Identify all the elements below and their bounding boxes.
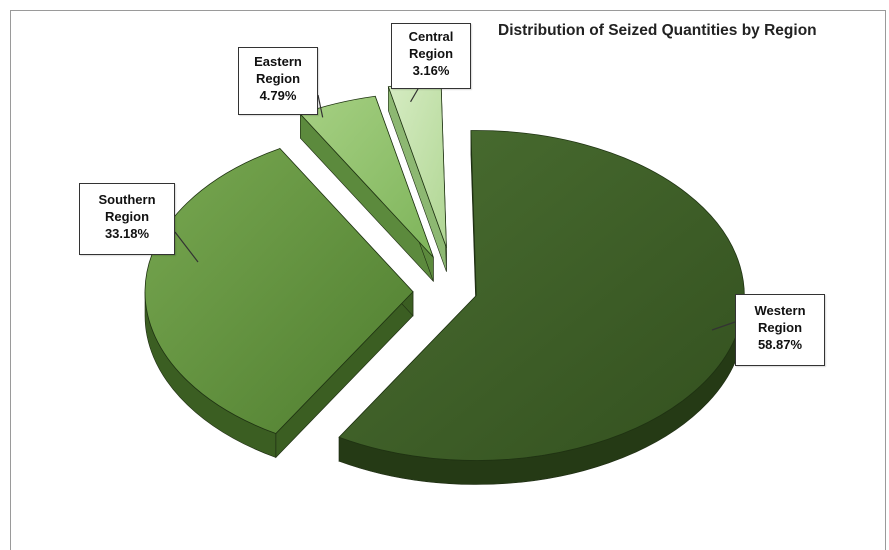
callout-southern-line2: Region [104, 209, 150, 224]
callout-southern-line1: Southern [98, 192, 156, 207]
callout-western-value: 58.87% [757, 337, 803, 352]
callout-central-line1: Central [408, 29, 454, 44]
callout-central-value: 3.16% [412, 63, 450, 78]
leader-western [711, 321, 736, 331]
callout-southern-value: 33.18% [104, 226, 150, 241]
callout-eastern-line2: Region [255, 71, 301, 86]
leader-eastern [317, 94, 324, 118]
callout-western: Western Region 58.87% [735, 294, 825, 366]
callout-eastern: Eastern Region 4.79% [238, 47, 318, 115]
callout-central-line2: Region [408, 46, 454, 61]
callout-central: Central Region 3.16% [391, 23, 471, 89]
slice-southern-region [144, 148, 414, 434]
callout-eastern-value: 4.79% [259, 88, 297, 103]
leader-southern [174, 231, 199, 263]
chart-title: Distribution of Seized Quantities by Reg… [498, 22, 817, 39]
callout-southern: Southern Region 33.18% [79, 183, 175, 255]
callout-eastern-line1: Eastern [254, 54, 302, 69]
leader-central [410, 88, 419, 103]
callout-western-line1: Western [754, 303, 806, 318]
callout-western-line2: Region [757, 320, 803, 335]
